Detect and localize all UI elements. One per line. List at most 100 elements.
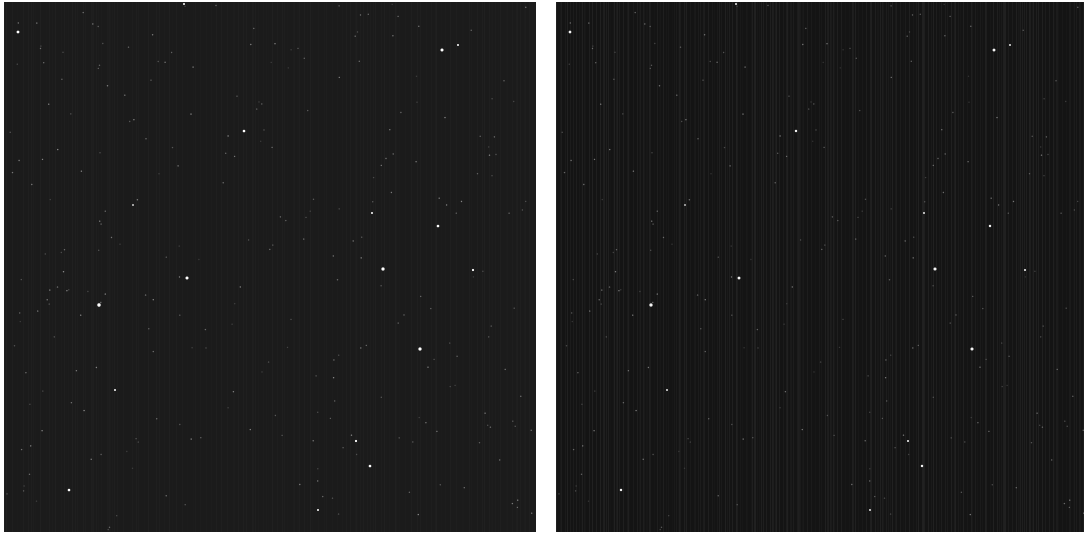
column-streak [589, 2, 590, 532]
faint-star [480, 136, 481, 137]
column-streak [888, 2, 889, 532]
faint-star [99, 65, 100, 66]
column-streak [666, 2, 667, 532]
column-streak [128, 2, 129, 532]
faint-star [171, 52, 172, 53]
column-streak [386, 2, 387, 532]
column-streak [500, 2, 501, 532]
column-streak [109, 2, 110, 532]
faint-star [40, 45, 41, 46]
faint-star [615, 271, 616, 272]
faint-star [588, 22, 589, 23]
faint-star [342, 447, 343, 448]
column-streak [1079, 2, 1080, 532]
column-streak [346, 2, 347, 532]
faint-star [594, 390, 595, 391]
column-streak [841, 2, 842, 532]
column-streak [980, 2, 981, 532]
column-streak [668, 2, 669, 532]
column-streak [436, 2, 437, 532]
faint-star [805, 28, 806, 29]
column-streak [138, 2, 139, 532]
bright-star [472, 269, 474, 271]
faint-star [403, 314, 404, 315]
faint-star [271, 62, 272, 63]
faint-star [950, 322, 951, 323]
column-streak [623, 2, 624, 532]
faint-star [729, 165, 730, 166]
column-streak [660, 2, 661, 532]
faint-star [513, 101, 514, 102]
faint-star [81, 171, 82, 172]
faint-star [18, 22, 19, 23]
faint-star [1036, 413, 1037, 414]
column-streak [136, 2, 137, 532]
faint-star [339, 208, 340, 209]
column-streak [1001, 2, 1002, 532]
column-streak [649, 2, 650, 532]
faint-star [393, 153, 394, 154]
faint-star [620, 289, 621, 290]
column-streak [524, 2, 525, 532]
column-streak [570, 2, 571, 532]
faint-star [731, 424, 732, 425]
column-streak [381, 2, 382, 532]
faint-star [490, 427, 491, 428]
bright-star [921, 465, 923, 467]
faint-star [1041, 155, 1042, 156]
column-streak [1073, 2, 1074, 532]
column-streak [484, 2, 485, 532]
faint-star [685, 119, 686, 120]
faint-star [48, 104, 49, 105]
faint-star [700, 328, 701, 329]
faint-star [650, 68, 651, 69]
faint-star [632, 315, 633, 316]
faint-star [508, 213, 509, 214]
faint-star [29, 474, 30, 475]
bright-star [17, 31, 20, 34]
faint-star [867, 375, 868, 376]
column-streak [834, 2, 835, 532]
column-streak [324, 2, 325, 532]
column-streak [608, 2, 609, 532]
column-streak [963, 2, 964, 532]
faint-star [594, 159, 595, 160]
faint-star [87, 291, 88, 292]
faint-star [42, 159, 43, 160]
column-streak [417, 2, 418, 532]
column-streak [435, 2, 436, 532]
column-streak [1083, 2, 1084, 532]
faint-star [710, 173, 711, 174]
bright-star [355, 440, 357, 442]
faint-star [652, 223, 653, 224]
faint-star [885, 255, 886, 256]
column-streak [633, 2, 634, 532]
faint-star [310, 211, 311, 212]
faint-star [618, 290, 619, 291]
faint-star [810, 101, 811, 102]
faint-star [859, 110, 860, 111]
column-streak [1033, 2, 1034, 532]
bright-star [243, 130, 246, 133]
column-streak [431, 2, 432, 532]
column-streak [61, 2, 62, 532]
faint-star [912, 347, 913, 348]
column-streak [293, 2, 294, 532]
column-streak [216, 2, 217, 532]
faint-star [571, 312, 572, 313]
column-streak [896, 2, 897, 532]
column-streak [931, 2, 932, 532]
column-streak [892, 2, 893, 532]
column-streak [659, 2, 660, 532]
column-streak [916, 2, 917, 532]
faint-star [775, 182, 776, 183]
column-streak [233, 2, 234, 532]
faint-star [440, 484, 441, 485]
faint-star [659, 85, 660, 86]
faint-star [102, 43, 103, 44]
column-streak [757, 2, 758, 532]
column-streak [72, 2, 73, 532]
column-streak [712, 2, 713, 532]
column-streak [498, 2, 499, 532]
bright-star [317, 509, 319, 511]
